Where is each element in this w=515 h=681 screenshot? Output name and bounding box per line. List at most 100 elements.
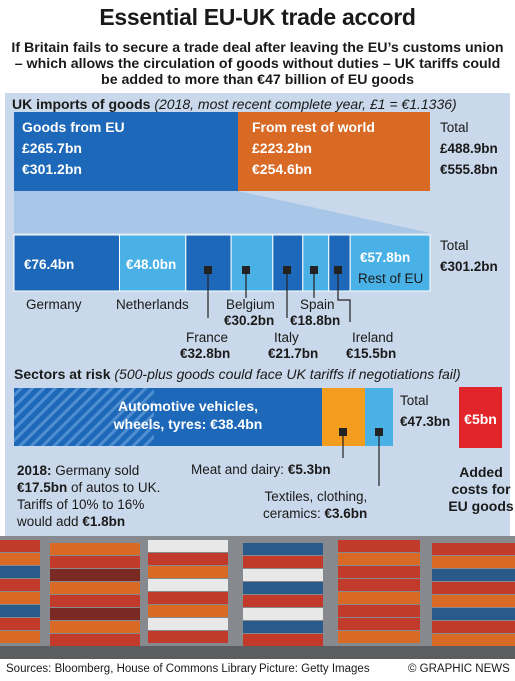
shipping-container — [338, 592, 420, 604]
shipping-container — [432, 582, 515, 594]
row-goods-gbp: £223.2bn — [252, 140, 312, 156]
bar-netherlands — [119, 234, 187, 292]
shipping-container — [50, 621, 140, 633]
shipping-container — [338, 553, 420, 565]
shipping-container — [148, 631, 228, 643]
shipping-container — [338, 618, 420, 630]
marker-meat — [339, 428, 347, 436]
germany-note-line4: would add €1.8bn — [17, 513, 160, 530]
spain-value: €18.8bn — [290, 313, 341, 328]
shipping-container — [0, 579, 40, 591]
spain-label: Spain — [300, 297, 335, 312]
belgium-label: Belgium — [226, 297, 275, 312]
imports-heading-title: UK imports of goods — [12, 96, 151, 112]
textiles-value: €3.6bn — [324, 506, 368, 521]
sectors-heading-title: Sectors at risk — [14, 366, 111, 382]
eu-total-label: Total — [440, 238, 469, 253]
germany-note-text1: Germany sold — [51, 463, 140, 478]
bar-italy — [272, 234, 304, 292]
imports-heading-note: (2018, most recent complete year, £1 = €… — [154, 96, 457, 112]
subtitle: If Britain fails to secure a trade deal … — [11, 40, 504, 88]
germany-note-line2: €17.5bn of autos to UK. — [17, 479, 160, 496]
textiles-label: Textiles, clothing, ceramics: €3.6bn — [263, 488, 367, 522]
shipping-container — [243, 582, 323, 594]
imports-heading: UK imports of goods (2018, most recent c… — [12, 96, 457, 112]
shipping-container — [148, 540, 228, 552]
picture-credit: Picture: Getty Images — [259, 663, 370, 675]
marker-textiles — [375, 428, 383, 436]
shipping-container — [338, 631, 420, 643]
bar-ireland — [328, 234, 351, 292]
netherlands-value: €48.0bn — [126, 257, 177, 272]
leader-ireland — [337, 270, 351, 322]
shipping-container — [50, 556, 140, 568]
marker-belgium — [242, 266, 250, 274]
meat-dairy-text: Meat and dairy: — [191, 462, 288, 477]
shipping-container — [0, 605, 40, 617]
imports-total-label: Total — [440, 120, 469, 135]
imports-total-eur: €555.8bn — [440, 162, 498, 177]
shipping-container — [148, 553, 228, 565]
marker-ireland — [334, 266, 342, 274]
page-title: Essential EU-UK trade accord — [99, 4, 416, 30]
shipping-container — [432, 569, 515, 581]
bar-rest-of-world — [238, 112, 430, 191]
shipping-container — [432, 634, 515, 646]
meat-dairy-label: Meat and dairy: €5.3bn — [191, 462, 331, 477]
automotive-label: Automotive vehicles, wheels, tyres: €38.… — [108, 397, 268, 433]
germany-note-line1: 2018: Germany sold — [17, 462, 160, 479]
eu-expansion-shape — [14, 191, 430, 233]
shipping-container — [50, 608, 140, 620]
shipping-container — [50, 543, 140, 555]
bar-automotive-hatched — [14, 388, 154, 446]
bar-germany — [13, 234, 121, 292]
bar-belgium — [230, 234, 274, 292]
rest-of-eu-label: Rest of EU — [358, 271, 424, 286]
shipping-container — [0, 566, 40, 578]
shipping-container — [50, 634, 140, 646]
germany-note-text4: would add — [17, 514, 83, 529]
shipping-container — [432, 556, 515, 568]
bar-added-costs — [459, 387, 502, 448]
germany-note-text2: of autos to UK. — [67, 480, 161, 495]
shipping-container — [148, 592, 228, 604]
added-costs-line2: costs for — [451, 481, 511, 497]
shipping-container — [338, 605, 420, 617]
italy-label: Italy — [274, 330, 299, 345]
containers-illustration — [0, 536, 515, 659]
france-label: France — [186, 330, 229, 345]
shipping-container — [243, 634, 323, 646]
shipping-container — [338, 566, 420, 578]
shipping-container — [0, 540, 40, 552]
row-goods-label: From rest of world — [252, 119, 375, 135]
shipping-container — [432, 608, 515, 620]
rest-of-eu-value: €57.8bn — [360, 250, 411, 265]
shipping-container — [243, 621, 323, 633]
shipping-container — [243, 569, 323, 581]
shipping-container — [338, 540, 420, 552]
sectors-heading-note: (500-plus goods could face UK tariffs if… — [114, 366, 461, 382]
sector-markers — [342, 432, 380, 486]
italy-value: €21.7bn — [268, 346, 319, 361]
shipping-container — [0, 553, 40, 565]
ireland-label: Ireland — [352, 330, 394, 345]
germany-autos-note: 2018: Germany sold €17.5bn of autos to U… — [17, 462, 160, 530]
textiles-text: ceramics: — [263, 506, 325, 521]
belgium-value: €30.2bn — [224, 313, 275, 328]
shipping-container — [148, 579, 228, 591]
sectors-total-label: Total — [400, 393, 429, 408]
row-goods-eur: €254.6bn — [252, 161, 312, 177]
eu-goods-gbp: £265.7bn — [22, 140, 82, 156]
added-costs-value: €5bn — [464, 411, 497, 427]
eu-goods-label: Goods from EU — [22, 119, 125, 135]
shipping-container — [148, 618, 228, 630]
shipping-container — [243, 556, 323, 568]
sectors-heading: Sectors at risk (500-plus goods could fa… — [14, 366, 461, 382]
shipping-container — [432, 595, 515, 607]
shipping-container — [0, 592, 40, 604]
shipping-container — [0, 618, 40, 630]
eu-breakdown-bars — [13, 234, 431, 292]
added-costs-label: Added costs for EU goods — [448, 464, 514, 515]
added-costs-line3: EU goods — [448, 498, 514, 514]
automotive-label-line2: wheels, tyres: €38.4bn — [113, 416, 263, 432]
